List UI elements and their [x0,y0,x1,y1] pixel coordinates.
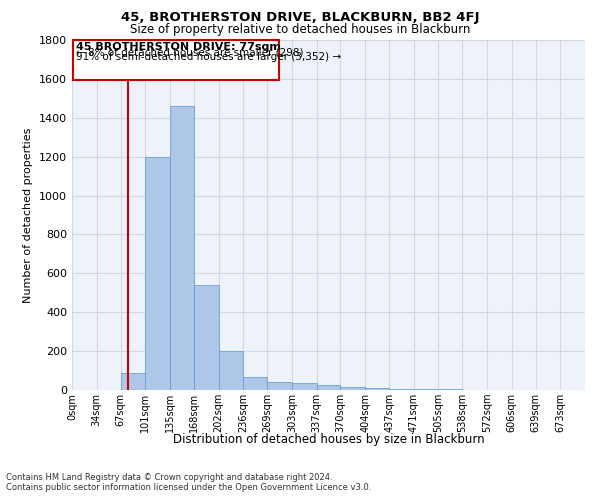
Text: 45, BROTHERSTON DRIVE, BLACKBURN, BB2 4FJ: 45, BROTHERSTON DRIVE, BLACKBURN, BB2 4F… [121,11,479,24]
Text: Contains HM Land Registry data © Crown copyright and database right 2024.: Contains HM Land Registry data © Crown c… [6,472,332,482]
Bar [243,378,267,390]
Y-axis label: Number of detached properties: Number of detached properties [23,128,34,302]
Text: ← 8% of detached houses are smaller (298): ← 8% of detached houses are smaller (298… [76,47,303,57]
Text: 45 BROTHERSTON DRIVE: 77sqm: 45 BROTHERSTON DRIVE: 77sqm [76,42,281,51]
Bar [389,389,414,390]
Text: 91% of semi-detached houses are larger (3,352) →: 91% of semi-detached houses are larger (… [76,52,341,62]
Bar [267,382,292,390]
Text: Size of property relative to detached houses in Blackburn: Size of property relative to detached ho… [130,22,470,36]
Bar [340,387,365,390]
Bar [145,156,170,390]
Bar [414,389,439,390]
Bar [170,106,194,390]
Bar [317,385,340,390]
Text: Distribution of detached houses by size in Blackburn: Distribution of detached houses by size … [173,432,485,446]
Bar [292,383,317,390]
Bar [73,40,279,80]
Bar [194,285,218,390]
Bar [121,372,145,390]
Bar [365,388,389,390]
Text: Contains public sector information licensed under the Open Government Licence v3: Contains public sector information licen… [6,482,371,492]
Bar [218,351,243,390]
